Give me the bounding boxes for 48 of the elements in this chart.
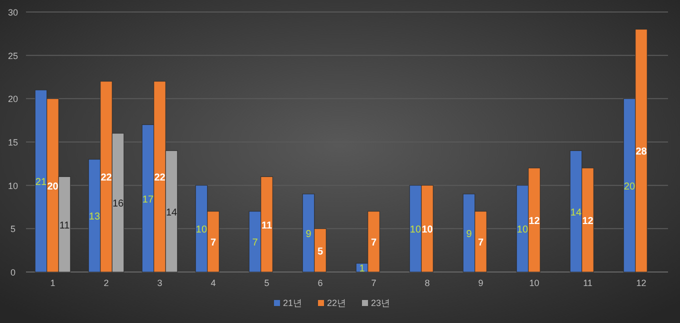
data-label: 11	[261, 220, 272, 232]
data-label: 1	[359, 264, 366, 275]
data-label: 9	[466, 229, 472, 240]
data-label: 7	[252, 238, 258, 249]
x-tick-label: 10	[529, 278, 540, 288]
data-label: 5	[317, 246, 324, 258]
data-label: 11	[59, 220, 70, 232]
x-tick-label: 12	[636, 278, 646, 288]
data-label: 7	[210, 238, 216, 249]
y-tick-label: 15	[8, 138, 18, 148]
legend-label: 23년	[371, 298, 390, 308]
data-label: 7	[478, 238, 484, 249]
x-tick-label: 11	[583, 278, 592, 288]
data-label: 20	[624, 181, 636, 192]
data-label: 16	[112, 198, 124, 210]
y-tick-label: 30	[8, 8, 18, 18]
x-tick-label: 2	[104, 278, 109, 288]
data-label: 13	[88, 212, 100, 223]
data-label: 22	[100, 172, 112, 184]
x-tick-label: 3	[157, 278, 162, 288]
data-label: 12	[582, 216, 594, 227]
data-label: 28	[636, 146, 648, 158]
y-tick-label: 25	[8, 50, 18, 61]
data-label: 10	[516, 224, 528, 236]
x-tick-label: 6	[318, 278, 323, 288]
x-tick-label: 5	[264, 278, 270, 288]
x-tick-label: 1	[50, 278, 56, 288]
data-label: 12	[528, 216, 540, 227]
data-label: 21	[35, 177, 47, 188]
x-tick-label: 4	[210, 278, 216, 288]
x-tick-label: 8	[424, 278, 430, 288]
data-label: 22	[154, 172, 166, 184]
data-label: 9	[306, 229, 312, 240]
data-label: 14	[166, 207, 178, 218]
x-tick-label: 9	[478, 278, 484, 288]
data-label: 17	[142, 194, 154, 206]
data-label: 10	[196, 224, 208, 236]
data-label: 20	[47, 181, 59, 192]
data-label: 14	[570, 207, 582, 218]
y-tick-label: 10	[8, 180, 18, 191]
legend-label: 21년	[283, 298, 302, 308]
data-label: 10	[422, 224, 434, 236]
y-tick-label: 0	[10, 268, 16, 278]
data-label: 7	[370, 238, 377, 249]
y-tick-label: 20	[8, 94, 18, 104]
x-tick-label: 7	[371, 278, 376, 288]
data-label: 10	[410, 224, 422, 236]
y-tick-label: 5	[10, 224, 16, 234]
